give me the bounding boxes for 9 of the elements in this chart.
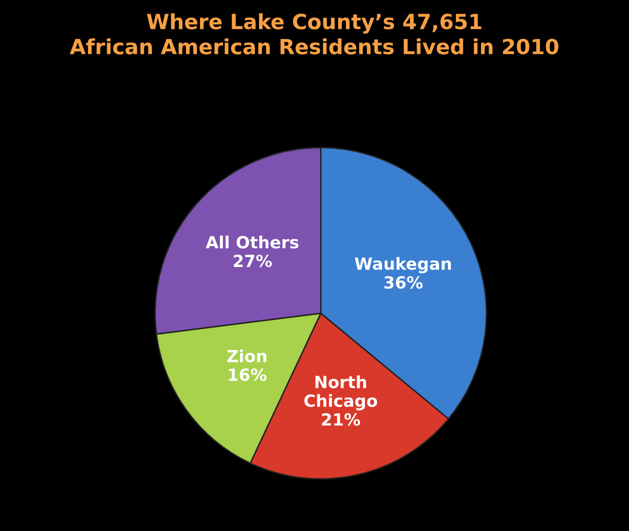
slice-label: All Others (206, 236, 298, 249)
data-label: 27% (234, 254, 272, 268)
slice-label: North Chicago (304, 375, 378, 410)
slice-label: Waukegan (354, 257, 451, 274)
slice-label: Zion (227, 349, 266, 362)
data-label: 21% (322, 413, 360, 426)
data-label: 16% (229, 368, 266, 382)
chart-title: Where Lake County’s 47,651 African American Residents Lived in 2010 (70, 13, 558, 54)
data-label: 36% (384, 276, 423, 289)
